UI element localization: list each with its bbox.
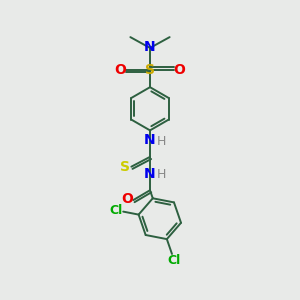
Text: O: O <box>173 62 185 76</box>
Text: N: N <box>144 133 156 147</box>
Text: H: H <box>157 168 167 181</box>
Text: S: S <box>145 62 155 76</box>
Text: H: H <box>157 135 167 148</box>
Text: N: N <box>144 40 156 54</box>
Text: Cl: Cl <box>110 204 123 217</box>
Text: S: S <box>121 160 130 174</box>
Text: N: N <box>144 167 156 181</box>
Text: O: O <box>122 192 134 206</box>
Text: O: O <box>115 62 127 76</box>
Text: Cl: Cl <box>168 254 181 267</box>
